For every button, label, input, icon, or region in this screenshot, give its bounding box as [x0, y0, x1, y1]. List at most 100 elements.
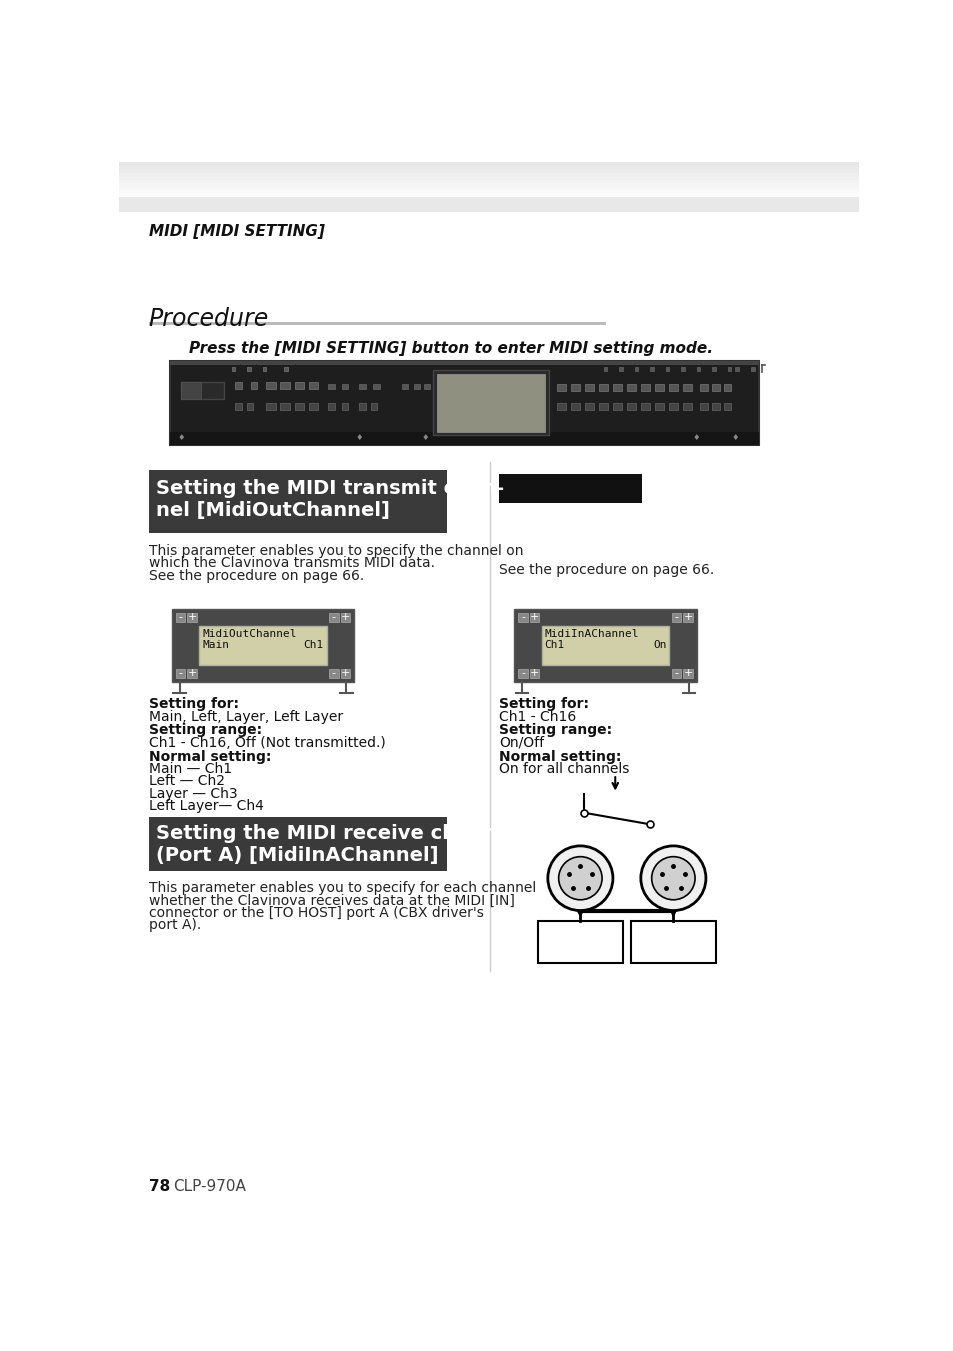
- Bar: [235, 403, 241, 411]
- Bar: [648, 162, 655, 197]
- Text: Setting range:: Setting range:: [498, 723, 612, 738]
- Bar: [309, 382, 318, 389]
- Bar: [541, 626, 669, 665]
- Text: Setting for:: Setting for:: [149, 697, 238, 711]
- Bar: [205, 162, 212, 197]
- Bar: [679, 162, 685, 197]
- Text: port A).: port A).: [149, 919, 201, 932]
- Bar: [624, 162, 630, 197]
- Bar: [175, 669, 185, 678]
- Bar: [514, 609, 696, 682]
- Circle shape: [651, 857, 695, 900]
- Bar: [294, 403, 304, 411]
- Bar: [557, 403, 566, 411]
- Bar: [162, 162, 169, 197]
- Bar: [568, 162, 575, 197]
- Text: +: +: [340, 669, 350, 678]
- Bar: [668, 403, 678, 411]
- Bar: [267, 162, 273, 197]
- Text: +: +: [187, 669, 196, 678]
- Bar: [598, 403, 608, 411]
- Bar: [593, 162, 599, 197]
- Bar: [710, 162, 716, 197]
- Bar: [187, 669, 196, 678]
- Bar: [649, 367, 654, 370]
- Bar: [328, 384, 335, 389]
- Bar: [845, 162, 852, 197]
- Bar: [372, 162, 377, 197]
- Bar: [519, 162, 525, 197]
- Text: (Port A) [MidiInAChannel]: (Port A) [MidiInAChannel]: [156, 846, 438, 865]
- Bar: [193, 162, 199, 197]
- Bar: [310, 162, 316, 197]
- Text: +: +: [340, 612, 350, 623]
- Bar: [665, 367, 669, 370]
- Bar: [328, 403, 335, 411]
- Bar: [420, 162, 427, 197]
- Bar: [439, 162, 445, 197]
- Bar: [279, 162, 285, 197]
- Bar: [457, 162, 464, 197]
- Text: MidiInAChannel: MidiInAChannel: [544, 628, 639, 639]
- Bar: [359, 162, 365, 197]
- Text: On/Off: On/Off: [498, 736, 543, 750]
- Bar: [640, 384, 649, 390]
- Text: Main — Ch1: Main — Ch1: [149, 762, 232, 775]
- Text: ♦: ♦: [692, 432, 700, 442]
- Bar: [169, 162, 174, 197]
- Bar: [682, 403, 691, 411]
- Bar: [700, 403, 707, 411]
- Bar: [537, 920, 622, 963]
- Bar: [765, 162, 772, 197]
- Bar: [199, 162, 205, 197]
- Bar: [525, 162, 532, 197]
- Bar: [698, 162, 704, 197]
- Bar: [599, 162, 605, 197]
- Bar: [119, 184, 858, 186]
- Text: +: +: [530, 669, 538, 678]
- Bar: [150, 162, 156, 197]
- Bar: [495, 162, 500, 197]
- Text: -: -: [674, 612, 678, 623]
- Bar: [199, 626, 327, 665]
- Bar: [517, 669, 527, 678]
- Bar: [187, 162, 193, 197]
- Bar: [815, 162, 821, 197]
- Text: +: +: [187, 612, 196, 623]
- Text: Normal setting:: Normal setting:: [498, 750, 620, 763]
- Bar: [618, 162, 624, 197]
- Bar: [671, 612, 680, 621]
- Bar: [735, 162, 740, 197]
- Bar: [174, 162, 181, 197]
- Bar: [598, 384, 608, 390]
- Bar: [217, 162, 224, 197]
- Text: Setting range:: Setting range:: [149, 723, 261, 738]
- Bar: [808, 162, 815, 197]
- Bar: [571, 384, 579, 390]
- Bar: [605, 162, 612, 197]
- Bar: [488, 162, 495, 197]
- Bar: [722, 162, 728, 197]
- Bar: [187, 612, 196, 621]
- Bar: [371, 403, 377, 411]
- Bar: [373, 384, 379, 389]
- Bar: [530, 669, 538, 678]
- Bar: [365, 162, 372, 197]
- Bar: [682, 384, 691, 390]
- Bar: [673, 162, 679, 197]
- Bar: [433, 370, 549, 435]
- Bar: [119, 190, 858, 193]
- Bar: [587, 162, 593, 197]
- Text: +: +: [682, 612, 692, 623]
- Bar: [119, 193, 858, 197]
- Text: -: -: [332, 612, 335, 623]
- Bar: [247, 403, 253, 411]
- Bar: [235, 382, 241, 389]
- Bar: [642, 162, 648, 197]
- Bar: [266, 403, 275, 411]
- Bar: [680, 367, 684, 370]
- Bar: [309, 403, 318, 411]
- Bar: [297, 162, 304, 197]
- Bar: [280, 382, 290, 389]
- Bar: [704, 162, 710, 197]
